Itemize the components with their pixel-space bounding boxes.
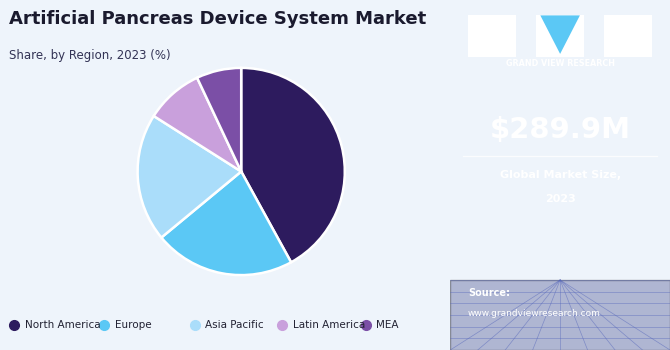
Text: GRAND VIEW RESEARCH: GRAND VIEW RESEARCH	[506, 59, 614, 68]
Text: Artificial Pancreas Device System Market: Artificial Pancreas Device System Market	[9, 10, 426, 28]
Text: 2023: 2023	[545, 195, 576, 204]
Text: Europe: Europe	[115, 320, 151, 330]
Wedge shape	[161, 172, 291, 275]
Wedge shape	[153, 78, 241, 172]
Text: Latin America: Latin America	[293, 320, 365, 330]
Text: Share, by Region, 2023 (%): Share, by Region, 2023 (%)	[9, 49, 171, 62]
Polygon shape	[540, 15, 580, 54]
Text: Global Market Size,: Global Market Size,	[500, 170, 620, 180]
Text: Source:: Source:	[468, 287, 510, 298]
FancyBboxPatch shape	[450, 280, 670, 350]
FancyBboxPatch shape	[468, 15, 516, 57]
Text: North America: North America	[25, 320, 100, 330]
Wedge shape	[241, 68, 345, 262]
Wedge shape	[197, 68, 241, 172]
Text: Asia Pacific: Asia Pacific	[205, 320, 263, 330]
FancyBboxPatch shape	[604, 15, 653, 57]
FancyBboxPatch shape	[536, 15, 584, 57]
Text: www.grandviewresearch.com: www.grandviewresearch.com	[468, 309, 601, 318]
Text: $289.9M: $289.9M	[490, 116, 630, 144]
Text: MEA: MEA	[376, 320, 399, 330]
Wedge shape	[137, 116, 241, 238]
